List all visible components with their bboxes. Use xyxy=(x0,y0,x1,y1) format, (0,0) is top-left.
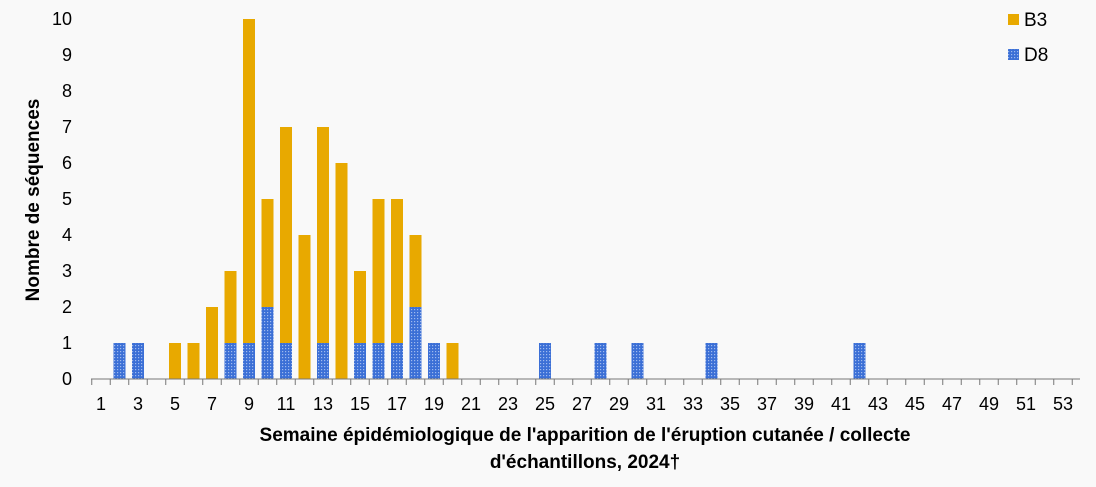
x-tick-label: 41 xyxy=(831,394,851,414)
x-tick-label: 13 xyxy=(313,394,333,414)
bar-b3-week-18 xyxy=(409,235,422,307)
y-tick-label: 0 xyxy=(62,369,72,389)
x-tick-label: 19 xyxy=(424,394,444,414)
legend-label-d8: D8 xyxy=(1024,45,1048,66)
x-tick-label: 35 xyxy=(720,394,740,414)
x-tick-label: 45 xyxy=(905,394,925,414)
y-tick-label: 1 xyxy=(62,333,72,353)
x-tick-label: 53 xyxy=(1053,394,1073,414)
x-tick-label: 51 xyxy=(1016,394,1036,414)
bar-d8-week-3 xyxy=(132,343,144,379)
x-tick-label: 5 xyxy=(170,394,180,414)
x-tick-label: 23 xyxy=(498,394,518,414)
bar-b3-week-8 xyxy=(224,271,237,343)
bar-d8-week-13 xyxy=(317,343,329,379)
bar-b3-week-9 xyxy=(243,19,255,343)
bar-b3-week-5 xyxy=(169,343,181,379)
bar-d8-week-17 xyxy=(391,343,403,379)
y-axis-label: Nombre de séquences xyxy=(23,99,44,302)
bar-b3-week-16 xyxy=(372,199,385,343)
x-tick-label: 17 xyxy=(387,394,407,414)
bar-b3-week-11 xyxy=(280,127,292,343)
bar-d8-week-10 xyxy=(261,307,274,379)
x-tick-label: 9 xyxy=(244,394,254,414)
legend: B3 D8 xyxy=(1008,10,1048,66)
x-tick-label: 11 xyxy=(277,394,296,414)
bar-d8-week-34 xyxy=(705,343,718,379)
x-tick-label: 21 xyxy=(461,394,481,414)
bar-d8-week-16 xyxy=(372,343,385,379)
x-tick-label: 39 xyxy=(794,394,814,414)
x-tick-label: 29 xyxy=(609,394,629,414)
y-tick-label: 4 xyxy=(62,225,72,245)
x-axis-label-line1: Semaine épidémiologique de l'apparition … xyxy=(260,425,911,446)
x-axis-label-line2: d'échantillons, 2024† xyxy=(490,452,680,473)
x-tick-label: 33 xyxy=(683,394,703,414)
legend-swatch-d8 xyxy=(1008,49,1019,60)
legend-label-b3: B3 xyxy=(1024,10,1047,31)
x-tick-label: 43 xyxy=(868,394,888,414)
x-tick-label: 31 xyxy=(646,394,666,414)
bar-b3-week-14 xyxy=(335,163,348,379)
legend-swatch-b3 xyxy=(1008,14,1019,25)
y-tick-label: 7 xyxy=(62,117,72,137)
y-tick-label: 2 xyxy=(62,297,72,317)
x-tick-label: 25 xyxy=(535,394,555,414)
bar-d8-week-28 xyxy=(594,343,607,379)
bar-d8-week-30 xyxy=(631,343,644,379)
bar-d8-week-15 xyxy=(354,343,366,379)
x-tick-label: 15 xyxy=(350,394,370,414)
x-tick-label: 49 xyxy=(979,394,999,414)
bar-d8-week-8 xyxy=(224,343,237,379)
bar-b3-week-20 xyxy=(446,343,459,379)
y-tick-label: 8 xyxy=(62,81,72,101)
bar-b3-week-10 xyxy=(261,199,274,307)
bar-d8-week-18 xyxy=(409,307,422,379)
bar-d8-week-2 xyxy=(113,343,126,379)
x-tick-label: 27 xyxy=(572,394,592,414)
bar-d8-week-9 xyxy=(243,343,255,379)
bar-d8-week-11 xyxy=(280,343,292,379)
bar-d8-week-42 xyxy=(853,343,866,379)
x-tick-label: 37 xyxy=(757,394,777,414)
y-tick-label: 9 xyxy=(62,45,72,65)
bar-b3-week-17 xyxy=(391,199,403,343)
y-tick-label: 6 xyxy=(62,153,72,173)
bar-b3-week-13 xyxy=(317,127,329,343)
x-tick-label: 47 xyxy=(942,394,962,414)
x-tick-label: 1 xyxy=(96,394,106,414)
bar-b3-week-7 xyxy=(206,307,218,379)
x-tick-label: 7 xyxy=(207,394,217,414)
bar-b3-week-6 xyxy=(187,343,200,379)
y-tick-label: 3 xyxy=(62,261,72,281)
bar-b3-week-12 xyxy=(298,235,311,379)
y-tick-label: 10 xyxy=(52,9,72,29)
bar-b3-week-15 xyxy=(354,271,366,343)
bar-d8-week-25 xyxy=(539,343,551,379)
y-tick-label: 5 xyxy=(62,189,72,209)
bar-d8-week-19 xyxy=(428,343,440,379)
x-tick-label: 3 xyxy=(133,394,143,414)
